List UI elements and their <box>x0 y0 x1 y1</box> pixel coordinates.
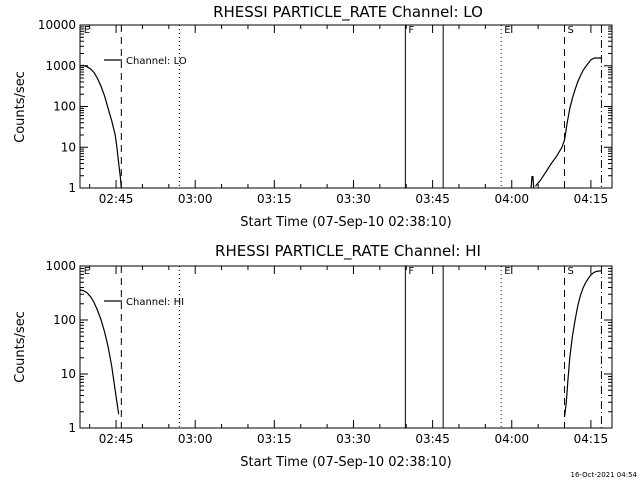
y-tick-label: 10 <box>61 140 76 154</box>
panel-lo-ylabel: Counts/sec <box>13 71 28 143</box>
event-marker-label: E <box>84 266 90 277</box>
event-marker-label: F <box>408 266 414 277</box>
panel-lo-title: RHESSI PARTICLE_RATE Channel: LO <box>213 3 483 22</box>
y-tick-label: 10000 <box>38 18 76 32</box>
x-tick-label: 03:00 <box>178 192 213 206</box>
legend-label: Channel: LO <box>126 56 187 67</box>
y-tick-label: 100 <box>53 100 76 114</box>
x-tick-label: 03:15 <box>257 192 292 206</box>
panel-hi-ylabel: Counts/sec <box>13 311 28 383</box>
series-line <box>563 270 602 418</box>
panel-hi-title: RHESSI PARTICLE_RATE Channel: HI <box>215 242 481 261</box>
x-tick-label: 04:00 <box>494 192 529 206</box>
x-tick-label: 04:00 <box>494 432 529 446</box>
plot-frame <box>79 24 613 189</box>
series-line <box>79 289 120 415</box>
panel-lo: 1 10 100 1000 10000 02:45 03:00 03:15 03:30 03:45… <box>38 18 613 206</box>
series-line <box>530 176 535 189</box>
panel-hi: 1 10 100 1000 02:45 03:00 03:15 03:30 03:45 04:00… <box>45 259 613 446</box>
x-tick-label: 03:45 <box>415 192 450 206</box>
x-tick-label: 03:30 <box>336 192 371 206</box>
x-tick-label: 03:15 <box>257 432 292 446</box>
panel-hi-xlabel: Start Time (07-Sep-10 02:38:10) <box>240 455 451 470</box>
series-line <box>535 57 602 187</box>
y-tick-label: 1 <box>68 181 76 195</box>
event-marker-label: E <box>504 25 510 36</box>
x-tick-label: 03:00 <box>178 432 213 446</box>
event-marker-label: E <box>84 25 90 36</box>
x-tick-label: 03:45 <box>415 432 450 446</box>
x-tick-label: 04:15 <box>574 432 609 446</box>
series-line <box>79 64 122 189</box>
panel-lo-xlabel: Start Time (07-Sep-10 02:38:10) <box>240 215 451 230</box>
x-tick-label: 02:45 <box>99 192 134 206</box>
y-tick-label: 1 <box>68 421 76 435</box>
y-tick-label: 1000 <box>45 59 76 73</box>
y-tick-label: 1000 <box>45 259 76 273</box>
y-tick-label: 100 <box>53 313 76 327</box>
event-marker-label: F <box>408 25 414 36</box>
x-tick-label: 03:30 <box>336 432 371 446</box>
legend-label: Channel: HI <box>126 297 184 308</box>
event-marker-label: S <box>568 25 574 36</box>
x-tick-label: 02:45 <box>99 432 134 446</box>
event-marker-label: S <box>568 266 574 277</box>
x-tick-label: 04:15 <box>574 192 609 206</box>
plot-frame <box>79 265 613 429</box>
y-tick-label: 10 <box>61 367 76 381</box>
event-marker-label: E <box>504 266 510 277</box>
footer-timestamp: 16-Oct-2021 04:54 <box>571 471 638 479</box>
